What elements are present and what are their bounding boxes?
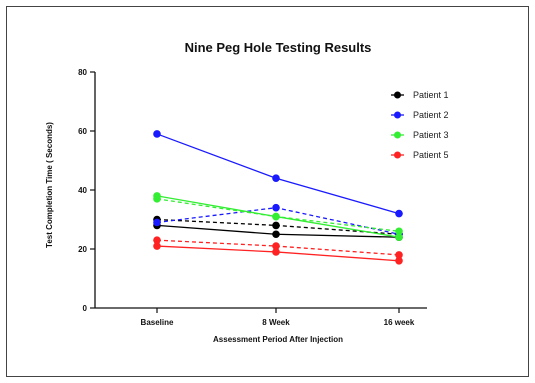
y-tick-label: 80 bbox=[78, 68, 87, 77]
y-axis-label: Test Completion Time ( Seconds) bbox=[45, 122, 54, 248]
patient-2-solid-point bbox=[272, 174, 280, 182]
x-tick-label: Baseline bbox=[141, 318, 174, 327]
patient-3-dashed-point bbox=[395, 227, 403, 236]
legend-swatch-marker bbox=[394, 91, 401, 99]
patient-2-solid-point bbox=[153, 130, 161, 138]
patient-3-solid-point bbox=[272, 212, 280, 221]
patient-2-dashed-point bbox=[153, 218, 161, 227]
legend-swatch-marker bbox=[394, 131, 401, 139]
legend-label-patient-3: Patient 3 bbox=[413, 130, 449, 140]
legend-swatch-marker bbox=[394, 151, 401, 159]
x-tick-label: 16 week bbox=[384, 318, 415, 327]
patient-5-dashed-point bbox=[153, 236, 161, 244]
patient-5-solid-point bbox=[272, 248, 280, 256]
patient-1-dashed-point bbox=[272, 221, 280, 230]
patient-5-dashed-point bbox=[272, 242, 280, 250]
legend-swatch-marker bbox=[394, 111, 401, 119]
chart-frame bbox=[6, 6, 529, 377]
chart-title: Nine Peg Hole Testing Results bbox=[185, 40, 372, 55]
y-tick-label: 40 bbox=[78, 186, 87, 195]
y-tick-label: 20 bbox=[78, 245, 87, 254]
x-axis-label: Assessment Period After Injection bbox=[213, 335, 343, 344]
legend-label-patient-5: Patient 5 bbox=[413, 150, 449, 160]
x-tick-label: 8 Week bbox=[262, 318, 290, 327]
patient-5-solid-point bbox=[153, 242, 161, 250]
legend-label-patient-1: Patient 1 bbox=[413, 90, 449, 100]
legend-label-patient-2: Patient 2 bbox=[413, 110, 449, 120]
patient-1-solid-point bbox=[272, 230, 280, 239]
patient-5-solid-point bbox=[395, 257, 403, 265]
patient-3-solid-point bbox=[153, 192, 161, 200]
patient-2-solid-point bbox=[395, 209, 403, 218]
patient-2-dashed-point bbox=[272, 203, 280, 212]
patient-5-dashed-point bbox=[395, 251, 403, 259]
patient-3-solid-point bbox=[395, 233, 403, 241]
y-tick-label: 60 bbox=[78, 127, 87, 136]
y-tick-label: 0 bbox=[83, 304, 88, 313]
